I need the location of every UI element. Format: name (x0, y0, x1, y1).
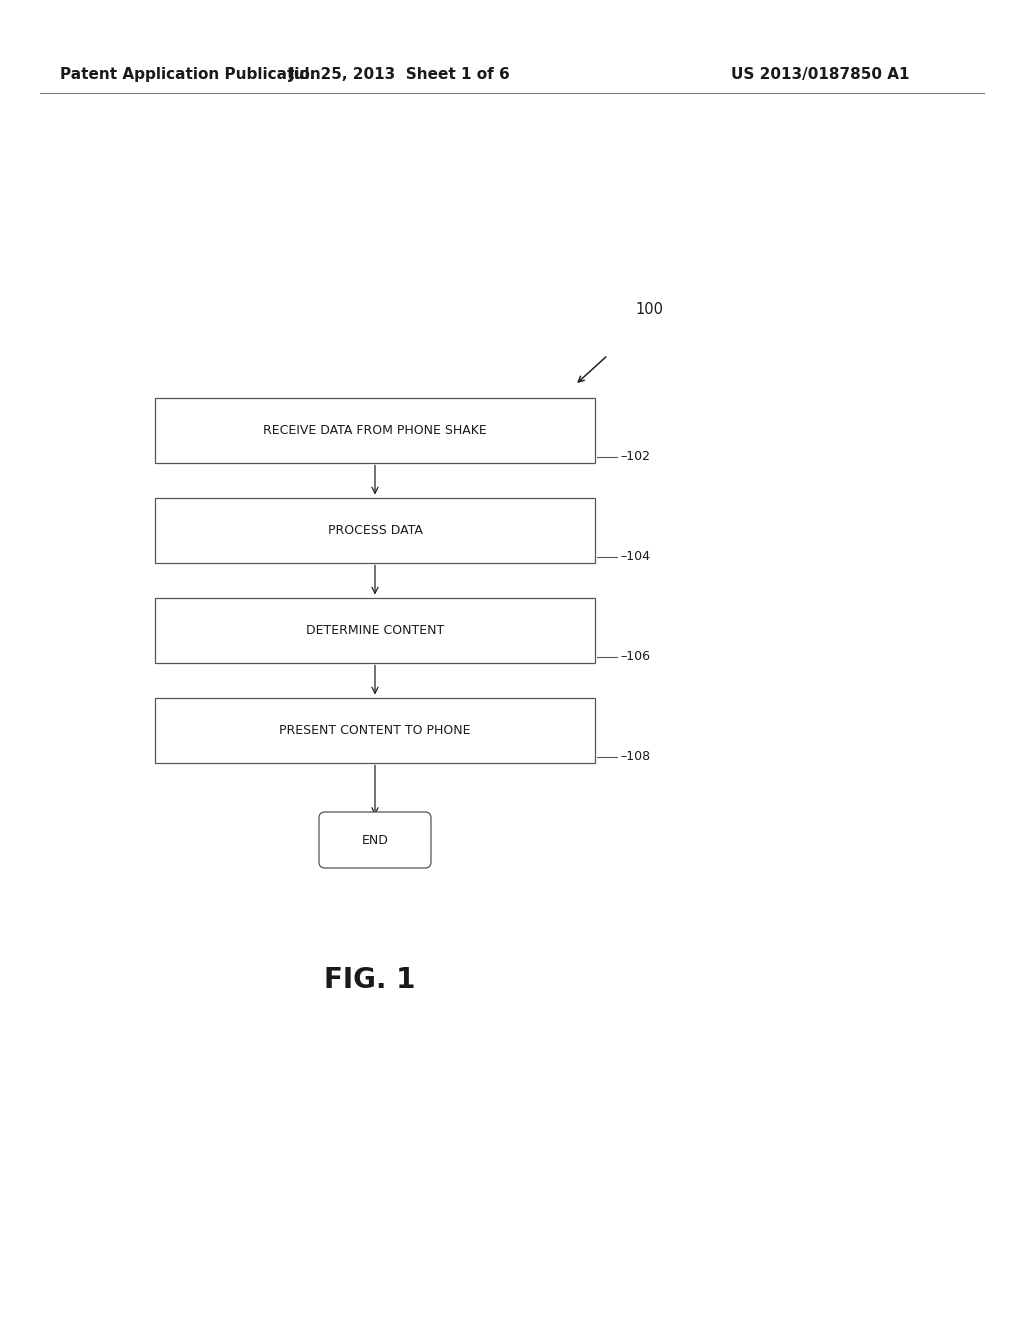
Text: US 2013/0187850 A1: US 2013/0187850 A1 (731, 67, 909, 82)
Bar (155, 598, 595, 663)
Text: –104: –104 (620, 550, 650, 564)
Text: FIG. 1: FIG. 1 (325, 966, 416, 994)
Text: –108: –108 (620, 750, 650, 763)
Text: 100: 100 (635, 302, 663, 318)
Text: PRESENT CONTENT TO PHONE: PRESENT CONTENT TO PHONE (280, 723, 471, 737)
Text: END: END (361, 833, 388, 846)
Text: Jul. 25, 2013  Sheet 1 of 6: Jul. 25, 2013 Sheet 1 of 6 (289, 67, 511, 82)
Text: RECEIVE DATA FROM PHONE SHAKE: RECEIVE DATA FROM PHONE SHAKE (263, 424, 486, 437)
FancyBboxPatch shape (319, 812, 431, 869)
Bar (155, 498, 595, 562)
Text: –106: –106 (620, 649, 650, 663)
Bar (155, 697, 595, 763)
Text: PROCESS DATA: PROCESS DATA (328, 524, 423, 536)
Text: Patent Application Publication: Patent Application Publication (60, 67, 321, 82)
Text: –102: –102 (620, 450, 650, 463)
Text: DETERMINE CONTENT: DETERMINE CONTENT (306, 623, 444, 636)
Bar (155, 397, 595, 462)
